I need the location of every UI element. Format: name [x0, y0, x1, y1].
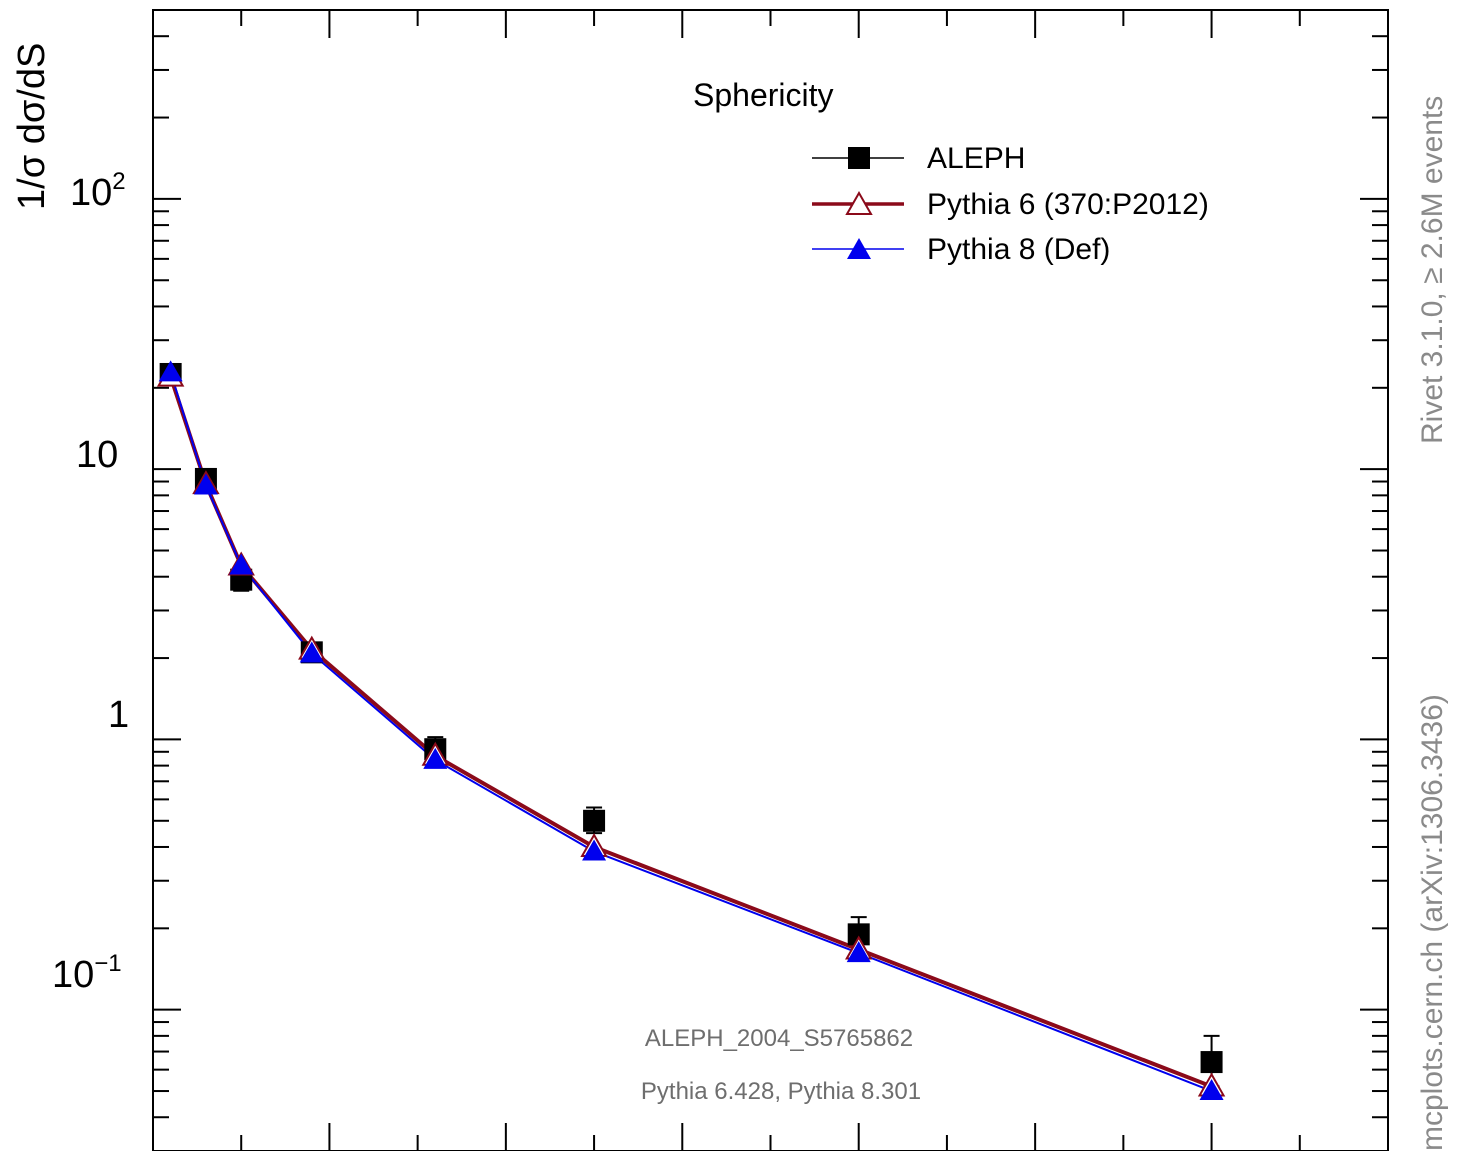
pythia8-point — [846, 941, 871, 963]
y-tick-label-1: 1 — [108, 694, 129, 736]
y-tick-label-10: 10 — [76, 434, 118, 476]
pythia8-line — [169, 372, 1212, 1092]
pythia6-line — [168, 375, 1213, 1089]
legend-label-pythia8: Pythia 8 (Def) — [927, 233, 1110, 266]
aleph-point — [847, 923, 870, 946]
aleph-point — [1200, 1051, 1223, 1074]
series-layer — [156, 360, 1226, 1101]
pythia8-point — [229, 553, 254, 575]
pythia8-point — [158, 360, 183, 382]
mcplots-credit-label: mcplots.cern.ch (arXiv:1306.3436) — [1416, 694, 1449, 1151]
legend: ALEPH Pythia 6 (370:P2012) Pythia 8 (Def… — [812, 142, 1209, 266]
legend-entry-pythia6: Pythia 6 (370:P2012) — [812, 188, 1209, 221]
legend-entry-aleph: ALEPH — [812, 142, 1025, 175]
rivet-version-label: Rivet 3.1.0, ≥ 2.6M events — [1416, 96, 1449, 444]
analysis-id-label: ALEPH_2004_S5765862 — [645, 1025, 913, 1052]
y-axis-label: 1/σ dσ/dS — [11, 43, 53, 210]
y-tick-label-0.1: 10−1 — [52, 950, 122, 996]
pythia8-point — [193, 473, 218, 495]
pythia8-point — [1199, 1079, 1224, 1101]
pythia8-point — [423, 747, 448, 769]
y-tick-labels: 102 10 1 10−1 — [52, 168, 129, 996]
y-tick-label-100: 102 — [70, 168, 126, 214]
generator-versions-label: Pythia 6.428, Pythia 8.301 — [641, 1078, 921, 1105]
legend-label-aleph: ALEPH — [927, 142, 1025, 175]
legend-entry-pythia8: Pythia 8 (Def) — [812, 233, 1110, 266]
legend-label-pythia6: Pythia 6 (370:P2012) — [927, 188, 1209, 221]
plot-title: Sphericity — [693, 77, 834, 113]
aleph-point — [583, 809, 606, 832]
plot-frame — [152, 9, 1389, 1151]
axis-ticks — [152, 9, 1389, 1151]
pythia8-point — [299, 641, 324, 663]
pythia8-point — [582, 839, 607, 861]
